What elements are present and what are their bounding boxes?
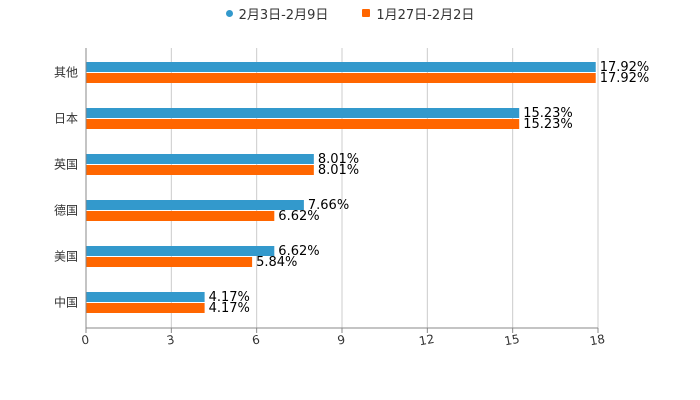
data-label-series1-0: 17.92% [600,60,650,75]
bar-series1-1 [86,108,520,118]
bar-series1-5 [86,292,205,302]
bar-series1-2 [86,154,314,164]
data-label-series2-5: 4.17% [209,301,250,316]
legend-marker-series1 [225,9,233,17]
data-label-series2-4: 5.84% [256,255,297,270]
category-label-4: 美国 [54,250,78,264]
data-label-series1-1: 15.23% [523,106,573,121]
bar-series2-1 [86,119,520,129]
data-label-series1-3: 7.66% [308,198,349,213]
bar-series1-0 [86,62,596,72]
x-tick-label-12: 12 [418,332,435,348]
legend: 2月3日-2月9日 1月27日-2月2日 [0,3,700,23]
x-tick-label-9: 9 [336,333,346,348]
category-label-5: 中国 [54,295,78,310]
x-tick-label-0: 0 [80,333,90,348]
legend-item-series2[interactable]: 1月27日-2月2日 [362,4,474,23]
data-label-series2-2: 8.01% [318,163,359,178]
data-labels: 17.92%17.92%15.23%15.23%8.01%8.01%7.66%6… [209,60,650,316]
category-label-1: 日本 [54,112,78,126]
legend-marker-series2 [362,9,371,17]
data-label-series2-1: 15.23% [523,117,573,132]
x-tick-label-18: 18 [589,332,606,348]
data-label-series1-2: 8.01% [318,152,359,167]
category-label-2: 英国 [54,158,78,172]
category-label-0: 其他 [54,66,78,80]
data-label-series1-4: 6.62% [278,244,319,259]
bar-series2-0 [86,73,596,83]
data-label-series2-0: 17.92% [600,71,650,86]
bars [86,62,596,313]
legend-label-series2: 1月27日-2月2日 [376,7,475,23]
x-tick-label-6: 6 [251,333,261,348]
data-label-series1-5: 4.17% [209,290,250,305]
legend-label-series1: 2月3日-2月9日 [238,7,329,23]
x-tick-label-15: 15 [503,332,520,348]
bar-series1-3 [86,200,304,210]
bar-series1-4 [86,246,275,256]
bar-series2-4 [86,257,253,267]
category-label-3: 德国 [54,203,78,218]
bar-series2-3 [86,211,275,221]
bar-series2-2 [86,165,314,175]
legend-item-series1[interactable]: 2月3日-2月9日 [225,4,329,23]
bar-series2-5 [86,303,205,313]
data-label-series2-3: 6.62% [278,209,319,224]
x-tick-label-3: 3 [166,333,176,348]
grid-lines [85,48,599,328]
